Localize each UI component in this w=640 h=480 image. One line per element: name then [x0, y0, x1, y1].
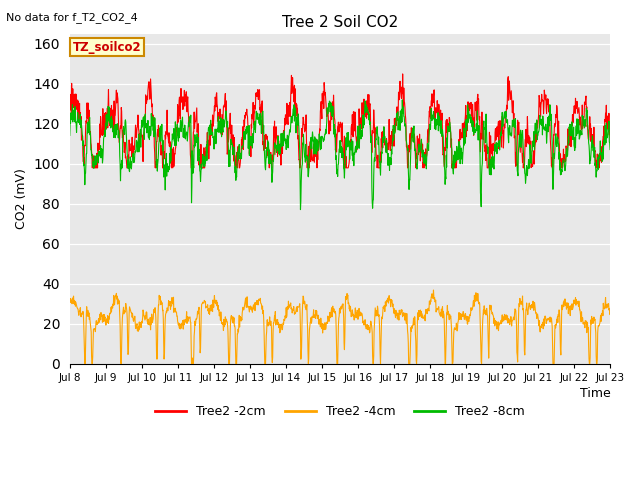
Title: Tree 2 Soil CO2: Tree 2 Soil CO2 [282, 15, 398, 30]
Text: No data for f_T2_CO2_4: No data for f_T2_CO2_4 [6, 12, 138, 23]
Legend: Tree2 -2cm, Tree2 -4cm, Tree2 -8cm: Tree2 -2cm, Tree2 -4cm, Tree2 -8cm [150, 400, 530, 423]
X-axis label: Time: Time [580, 387, 611, 400]
Y-axis label: CO2 (mV): CO2 (mV) [15, 168, 28, 229]
Text: TZ_soilco2: TZ_soilco2 [72, 40, 141, 54]
